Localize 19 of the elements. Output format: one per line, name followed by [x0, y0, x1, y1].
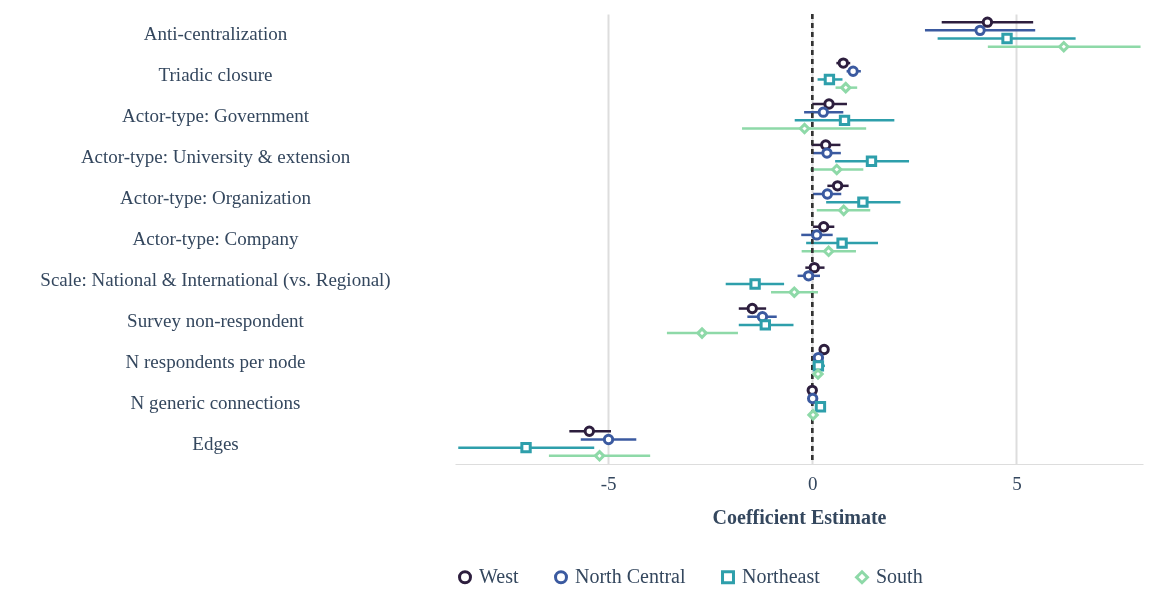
y-tick-label: N generic connections [130, 391, 301, 413]
legend-label: Northeast [742, 565, 821, 588]
x-tick-label: 5 [1012, 472, 1022, 494]
legend-label: South [876, 565, 923, 588]
y-tick-label: Anti-centralization [143, 23, 288, 45]
y-tick-label: Actor-type: University & extension [80, 146, 351, 168]
y-tick-label: Actor-type: Company [132, 228, 299, 249]
y-tick-label: Edges [192, 432, 239, 454]
x-tick-label: -5 [600, 472, 617, 494]
y-tick-label: Survey non-respondent [127, 309, 305, 331]
legend-label: West [479, 565, 519, 588]
y-tick-label: Actor-type: Organization [120, 187, 312, 209]
y-tick-label: N respondents per node [125, 350, 306, 372]
y-tick-label: Scale: National & International (vs. Regional) [40, 268, 391, 291]
y-tick-label: Actor-type: Government [122, 105, 310, 127]
legend-label: North Central [575, 565, 686, 588]
y-tick-label: Triadic closure [158, 64, 273, 86]
x-tick-label: 0 [808, 472, 818, 494]
x-axis-title: Coefficient Estimate [712, 505, 887, 528]
